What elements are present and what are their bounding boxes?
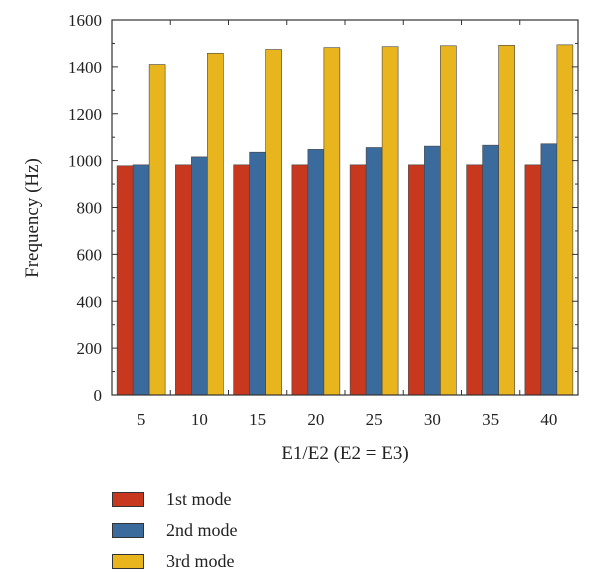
y-axis-label: Frequency (Hz) (22, 158, 43, 278)
legend-label: 1st mode (166, 489, 232, 509)
bar (466, 164, 483, 396)
x-tick-label: 25 (366, 410, 383, 429)
bar (381, 46, 399, 396)
legend-swatch-2nd-mode (112, 523, 144, 538)
y-tick-label: 1200 (68, 105, 102, 124)
bar (307, 149, 325, 396)
y-tick-label: 1000 (68, 152, 102, 171)
x-tick-label: 20 (307, 410, 324, 429)
legend-item: 2nd mode (112, 515, 238, 546)
bar-chart: 0 200 400 600 800 1000 1200 1400 1600 5 10 15 20 25 30… (22, 11, 579, 464)
bar (482, 144, 499, 396)
legend-swatch-3rd-mode (112, 554, 144, 569)
bar (132, 164, 150, 396)
y-tick-label: 0 (94, 386, 103, 405)
bar (408, 164, 425, 396)
bar (291, 164, 309, 396)
bar (540, 143, 558, 396)
y-tick-label: 600 (77, 245, 103, 264)
bar (265, 49, 282, 396)
plot-area: 0 200 400 600 800 1000 1200 1400 1600 5 10 15 20 25 30… (68, 11, 579, 429)
bar (424, 145, 441, 396)
x-tick-label: 5 (137, 410, 146, 429)
bar (207, 52, 224, 396)
bar (148, 64, 166, 396)
bar (116, 165, 134, 396)
x-tick-label: 30 (424, 410, 441, 429)
y-tick-label: 400 (77, 292, 103, 311)
x-tick-label: 10 (191, 410, 208, 429)
legend-label: 3rd mode (166, 551, 235, 571)
legend-item: 3rd mode (112, 546, 238, 577)
legend-label: 2nd mode (166, 520, 238, 540)
bar (249, 151, 266, 396)
x-tick-label: 35 (482, 410, 499, 429)
bar (349, 164, 367, 396)
y-tick-label: 1400 (68, 58, 102, 77)
bar (440, 45, 457, 396)
bar (323, 47, 341, 396)
bar (524, 164, 542, 396)
x-axis-label: E1/E2 (E2 = E3) (281, 443, 408, 464)
legend: 1st mode 2nd mode 3rd mode (112, 484, 238, 577)
y-tick-label: 800 (77, 199, 103, 218)
y-tick-label: 1600 (68, 11, 102, 30)
x-tick-label: 40 (540, 410, 557, 429)
bar (233, 164, 250, 396)
legend-item: 1st mode (112, 484, 238, 515)
x-tick-label: 15 (249, 410, 266, 429)
bar (191, 156, 208, 396)
bar (365, 147, 383, 396)
legend-swatch-1st-mode (112, 492, 144, 507)
y-tick-label: 200 (77, 339, 103, 358)
bar (556, 44, 574, 396)
bar (498, 45, 515, 396)
bar (175, 164, 192, 396)
